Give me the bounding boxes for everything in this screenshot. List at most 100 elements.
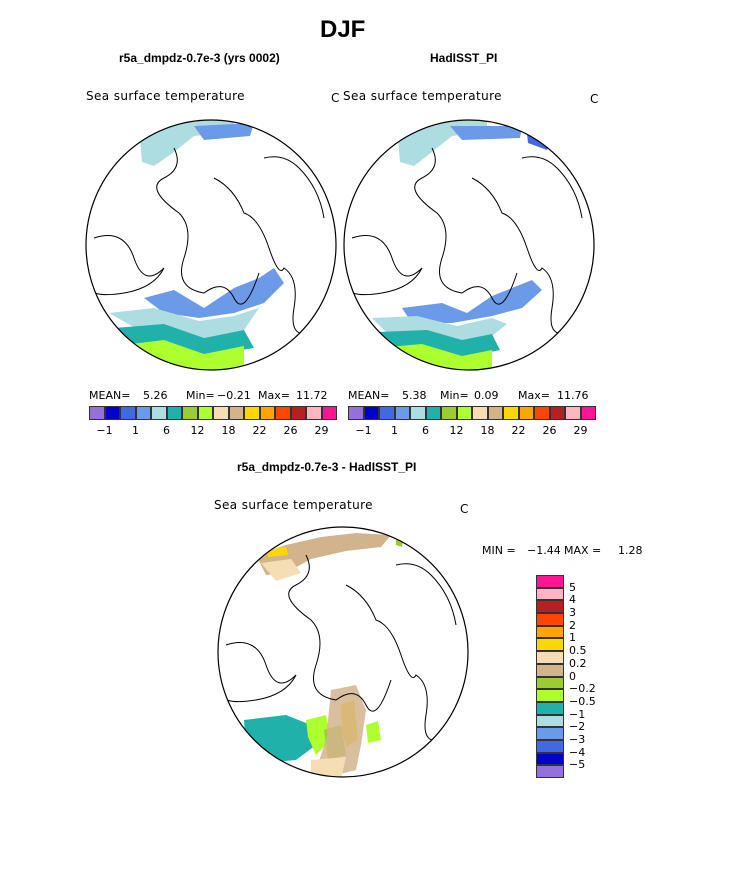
- right-colorbar-swatch: [441, 406, 457, 420]
- left-colorbar-tick-label: 12: [190, 424, 205, 437]
- right-colorbar-swatch: [425, 406, 441, 420]
- right-mean-label: MEAN=: [348, 389, 390, 402]
- diff-colorbar-tick-label: −0.2: [569, 682, 596, 696]
- left-sst-blue-north: [194, 123, 254, 140]
- diff-anom-wheat-north: [261, 559, 301, 581]
- diff-coastline-d: [395, 563, 457, 626]
- diff-anom-tan-atlantic: [316, 685, 366, 775]
- diff-colorbar: [536, 575, 564, 778]
- left-colorbar-swatch: [290, 406, 306, 420]
- right-variable-label: Sea surface temperature: [343, 89, 502, 103]
- left-colorbar-tick-label: 18: [221, 424, 236, 437]
- diff-coastline-a: [288, 554, 392, 712]
- left-colorbar-swatch: [197, 406, 213, 420]
- diff-max-value: 1.28: [618, 544, 643, 557]
- diff-min-label: MIN =: [482, 544, 516, 557]
- left-colorbar-swatch: [213, 406, 229, 420]
- diff-anom-green-east: [366, 721, 381, 743]
- diff-colorbar-swatch: [536, 765, 564, 778]
- left-colorbar-swatch: [151, 406, 167, 420]
- diff-units-label: C: [460, 502, 469, 516]
- left-colorbar-ticks: −1 1 6 12 18 22 26 29: [89, 424, 337, 438]
- right-colorbar-tick-label: 18: [480, 424, 495, 437]
- diff-colorbar-tick-label: −2: [569, 720, 586, 734]
- diff-colorbar-tick-label: 1: [569, 631, 576, 645]
- left-colorbar-swatch: [321, 406, 337, 420]
- right-max-value: 11.76: [557, 389, 589, 402]
- left-colorbar-tick-label: 26: [283, 424, 298, 437]
- left-coastline-a: [156, 147, 260, 305]
- diff-colorbar-swatch: [536, 752, 564, 766]
- diff-colorbar-tick-label: 0.2: [569, 656, 587, 670]
- right-colorbar-ticks: −1 1 6 12 18 22 26 29: [348, 424, 596, 438]
- right-colorbar-swatch: [456, 406, 472, 420]
- left-colorbar-tick-label: −1: [96, 424, 113, 437]
- diff-anom-wheat-atlantic: [311, 757, 346, 777]
- diff-colorbar-tick-label: 0.5: [569, 644, 587, 658]
- left-max-label: Max=: [258, 389, 290, 402]
- diff-colorbar-swatch: [536, 651, 564, 664]
- diff-colorbar-swatch: [536, 587, 564, 601]
- left-colorbar-swatch: [166, 406, 182, 420]
- diff-max-label: MAX =: [564, 544, 602, 557]
- left-colorbar-swatch: [259, 406, 275, 420]
- left-coastline-c: [88, 235, 165, 296]
- diff-colorbar-swatch: [536, 600, 564, 614]
- right-colorbar-swatch: [549, 406, 565, 420]
- right-colorbar-swatch: [472, 406, 488, 420]
- right-colorbar-swatch: [363, 406, 379, 420]
- diff-colorbar-tick-label: −1: [569, 707, 586, 721]
- left-panel-title: r5a_dmpdz-0.7e-3 (yrs 0002): [119, 51, 280, 65]
- diff-colorbar-tick-label: 3: [569, 606, 576, 620]
- left-colorbar-swatch: [120, 406, 136, 420]
- right-colorbar-tick-label: 1: [391, 424, 398, 437]
- left-colorbar: [89, 406, 337, 420]
- left-colorbar-swatch: [275, 406, 291, 420]
- right-colorbar-swatch: [410, 406, 426, 420]
- diff-colorbar-swatch: [536, 663, 564, 677]
- left-mean-label: MEAN=: [89, 389, 131, 402]
- right-sst-blue-north: [450, 126, 522, 140]
- left-colorbar-swatch: [306, 406, 322, 420]
- diff-colorbar-tick-label: −3: [569, 732, 586, 746]
- right-coastline-a: [414, 147, 518, 305]
- left-units-label: C: [331, 91, 340, 105]
- left-colorbar-swatch: [104, 406, 120, 420]
- right-min-value: 0.09: [474, 389, 499, 402]
- diff-colorbar-tick-label: 4: [569, 593, 576, 607]
- diff-colorbar-tick-label: 2: [569, 618, 576, 632]
- diff-min-value: −1.44: [527, 544, 561, 557]
- right-colorbar-tick-label: 26: [542, 424, 557, 437]
- right-colorbar-swatch: [379, 406, 395, 420]
- right-colorbar-tick-label: 12: [449, 424, 464, 437]
- left-colorbar-tick-label: 6: [163, 424, 170, 437]
- right-max-label: Max=: [518, 389, 550, 402]
- right-coastline-c: [346, 235, 423, 296]
- diff-colorbar-swatch: [536, 727, 564, 740]
- diff-colorbar-swatch: [536, 714, 564, 728]
- diff-colorbar-tick-label: −5: [569, 758, 586, 772]
- diff-colorbar-swatch: [536, 701, 564, 715]
- left-colorbar-tick-label: 1: [132, 424, 139, 437]
- diff-colorbar-ticks: 5 4 3 2 1 0.5 0.2 0 −0.2 −0.5 −1 −2 −3 −4 −5: [569, 575, 609, 778]
- left-colorbar-tick-label: 22: [252, 424, 267, 437]
- diff-colorbar-swatch: [536, 739, 564, 753]
- right-colorbar-swatch: [518, 406, 534, 420]
- left-colorbar-swatch: [244, 406, 260, 420]
- left-polar-map: [85, 119, 337, 371]
- right-min-label: Min=: [440, 389, 469, 402]
- left-min-value: −0.21: [217, 389, 251, 402]
- right-panel-title: HadISST_PI: [430, 51, 498, 65]
- diff-colorbar-swatch: [536, 575, 564, 588]
- right-colorbar-tick-label: 22: [511, 424, 526, 437]
- right-mean-value: 5.38: [402, 389, 427, 402]
- left-colorbar-swatch: [135, 406, 151, 420]
- right-colorbar-swatch: [394, 406, 410, 420]
- left-colorbar-swatch: [89, 406, 105, 420]
- diff-colorbar-tick-label: 5: [569, 580, 576, 594]
- diff-coastline-b: [345, 584, 442, 742]
- right-colorbar-swatch: [534, 406, 550, 420]
- diff-colorbar-swatch: [536, 676, 564, 690]
- main-title: DJF: [320, 16, 366, 43]
- right-colorbar-swatch: [348, 406, 364, 420]
